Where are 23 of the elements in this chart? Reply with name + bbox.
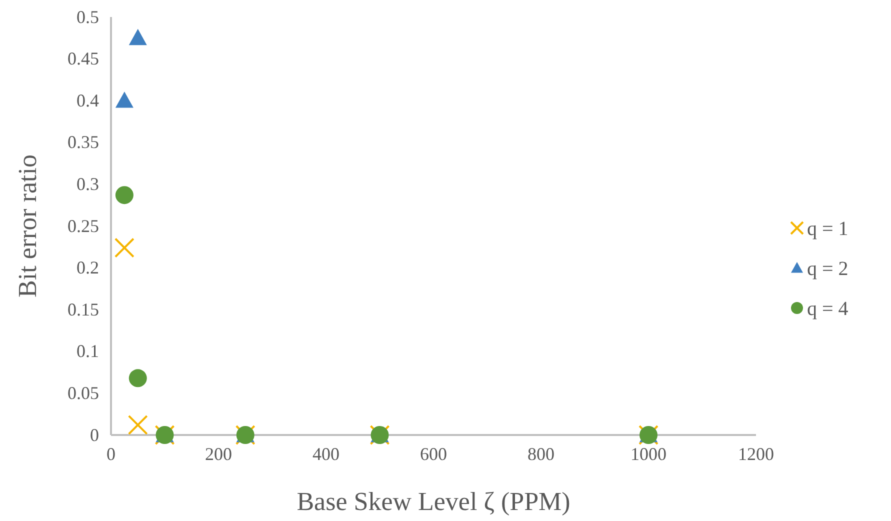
- legend-label: q = 2: [807, 258, 848, 280]
- x-tick-label: 1200: [738, 444, 774, 464]
- x-tick-label: 0: [106, 444, 116, 464]
- x-tick-label: 1000: [630, 444, 666, 464]
- x-axis-title: Base Skew Level ζ (PPM): [296, 487, 570, 516]
- y-tick-label: 0.3: [76, 174, 99, 194]
- y-tick-label: 0.5: [76, 6, 99, 27]
- legend-label: q = 4: [807, 298, 848, 320]
- x-tick-label: 800: [528, 444, 554, 464]
- y-tick-label: 0.2: [76, 258, 99, 278]
- y-tick-label: 0.4: [76, 90, 99, 110]
- y-tick-label: 0.35: [68, 132, 99, 152]
- y-tick-label: 0.25: [68, 216, 99, 236]
- y-tick-label: 0.45: [68, 48, 99, 69]
- legend-label: q = 1: [807, 218, 848, 240]
- y-tick-label: 0: [90, 424, 99, 445]
- y-tick-label: 0.1: [76, 341, 99, 362]
- y-tick-label: 0.05: [68, 382, 99, 403]
- x-tick-label: 400: [312, 444, 340, 464]
- y-axis-title: Bit error ratio: [13, 154, 42, 298]
- x-tick-label: 600: [420, 444, 447, 464]
- x-tick-label: 200: [205, 444, 232, 464]
- y-tick-label: 0.15: [68, 299, 99, 320]
